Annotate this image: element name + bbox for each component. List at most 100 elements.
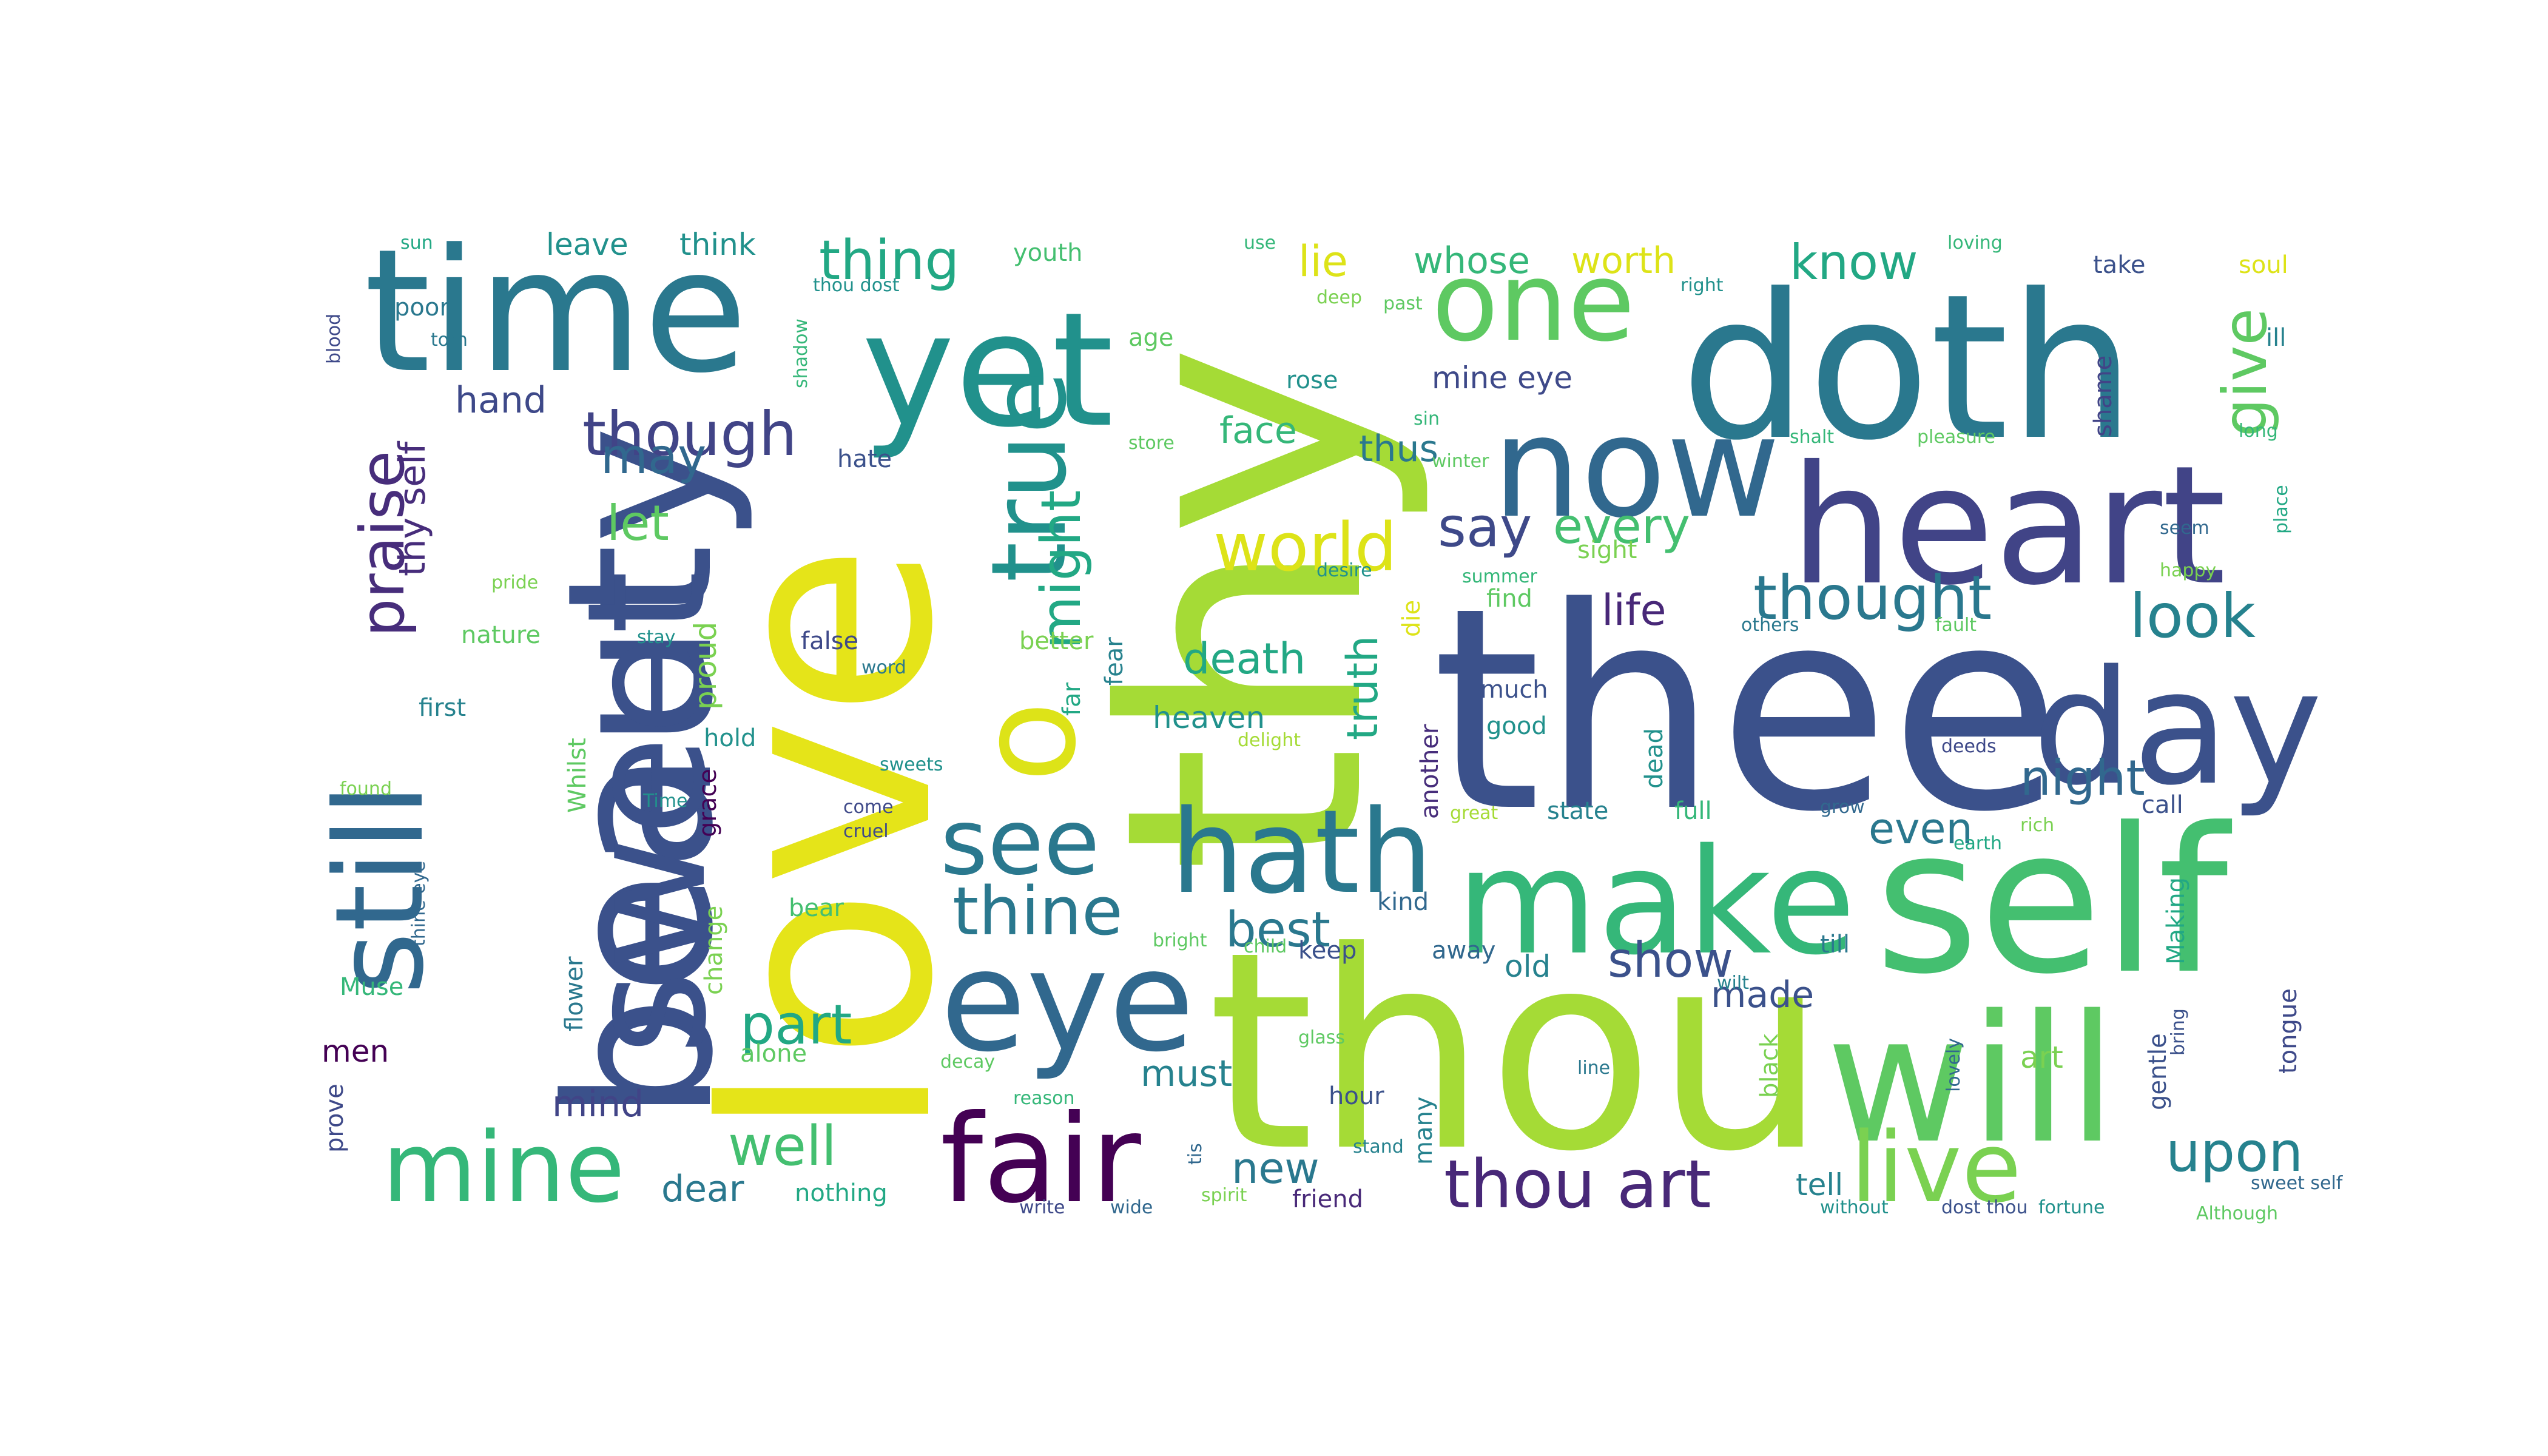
cloud-word: better: [1019, 627, 1094, 655]
cloud-word: much: [1480, 676, 1548, 704]
cloud-word: face: [1219, 410, 1297, 452]
cloud-word: proud: [688, 622, 723, 710]
cloud-word: come: [843, 797, 894, 818]
cloud-word: stay: [637, 627, 676, 648]
cloud-word: dead: [1640, 728, 1668, 789]
cloud-word: truth: [1338, 636, 1387, 740]
cloud-word: die: [1398, 600, 1426, 637]
cloud-word: beauty: [524, 425, 757, 1122]
cloud-word: rose: [1286, 366, 1338, 394]
cloud-word: one: [1432, 239, 1635, 366]
cloud-word: grow: [1820, 797, 1865, 818]
cloud-word: worth: [1571, 240, 1676, 282]
cloud-word: long: [2239, 420, 2278, 442]
cloud-word: hate: [837, 445, 892, 473]
cloud-word: find: [1486, 585, 1532, 613]
cloud-word: nothing: [795, 1179, 888, 1207]
cloud-word: right: [1680, 275, 1724, 296]
cloud-word: hath: [1171, 785, 1433, 919]
cloud-word: thought: [1753, 562, 1992, 633]
cloud-word: change: [700, 906, 728, 995]
cloud-word: use: [1244, 232, 1276, 254]
cloud-word: delight: [1238, 730, 1301, 751]
cloud-word: sweets: [880, 754, 943, 775]
cloud-word: sun: [400, 232, 433, 254]
cloud-word: art: [2020, 1040, 2063, 1075]
cloud-word: lie: [1298, 237, 1348, 286]
cloud-word: time: [364, 213, 748, 411]
cloud-word: show: [1608, 932, 1733, 988]
cloud-word: will: [1826, 978, 2117, 1182]
cloud-word: men: [322, 1034, 389, 1069]
cloud-word: shalt: [1790, 426, 1834, 448]
cloud-word: poor: [394, 294, 450, 322]
cloud-word: mine: [382, 1111, 625, 1224]
cloud-word: o: [950, 701, 1105, 783]
cloud-word: false: [801, 627, 858, 655]
cloud-word: heart: [1790, 430, 2226, 621]
cloud-word: day: [2032, 637, 2322, 820]
cloud-word: thou dost: [813, 275, 900, 296]
cloud-word: flower: [561, 956, 588, 1031]
cloud-word: shame: [2089, 356, 2117, 437]
cloud-word: sight: [1577, 536, 1637, 564]
cloud-word: stand: [1353, 1136, 1404, 1158]
cloud-word: write: [1019, 1197, 1065, 1218]
cloud-word: tongue: [2274, 988, 2302, 1074]
cloud-word: wide: [1110, 1197, 1153, 1218]
cloud-word: place: [2271, 485, 2292, 534]
cloud-word: fear: [1100, 637, 1128, 686]
cloud-word: eye: [940, 921, 1195, 1083]
cloud-word: alone: [740, 1040, 807, 1068]
cloud-word: think: [679, 227, 756, 262]
cloud-word: might: [1030, 490, 1093, 649]
cloud-word: grace: [694, 769, 722, 837]
cloud-word: new: [1232, 1144, 1320, 1193]
cloud-word: may: [601, 428, 706, 485]
cloud-word: word: [861, 657, 906, 678]
cloud-word: sweet self: [2251, 1173, 2344, 1194]
cloud-word: without: [1820, 1197, 1889, 1218]
cloud-word: loving: [1947, 232, 2003, 254]
cloud-word: sin: [1414, 408, 1440, 430]
cloud-word: call: [2142, 791, 2183, 819]
cloud-word: dear: [661, 1168, 744, 1210]
cloud-word: bright: [1153, 930, 1207, 951]
cloud-word: far: [1058, 682, 1086, 716]
cloud-word: first: [419, 694, 466, 722]
cloud-word: prove: [321, 1084, 349, 1153]
cloud-word: kind: [1377, 888, 1429, 916]
cloud-word: pride: [491, 572, 538, 593]
cloud-word: desire: [1316, 560, 1372, 581]
cloud-word: old: [1505, 949, 1551, 984]
cloud-word: every: [1553, 498, 1690, 554]
cloud-word: bear: [789, 894, 844, 922]
cloud-word: yet: [861, 279, 1114, 462]
cloud-word: look: [2129, 581, 2256, 652]
cloud-word: though: [582, 399, 797, 470]
cloud-word: heaven: [1153, 700, 1265, 735]
cloud-word: dost thou: [1941, 1197, 2027, 1218]
cloud-word: many: [1410, 1097, 1438, 1165]
cloud-word: part: [740, 993, 852, 1057]
cloud-word: hand: [455, 379, 547, 422]
cloud-word: thee: [1432, 548, 2061, 873]
cloud-word: thing: [819, 229, 960, 292]
cloud-word: best: [1225, 902, 1330, 958]
cloud-word: Making: [2162, 877, 2190, 965]
cloud-word: another: [1416, 724, 1444, 819]
cloud-word: torn: [431, 329, 468, 351]
cloud-word: Muse: [340, 973, 403, 1001]
cloud-word: great: [1450, 803, 1498, 824]
cloud-word: rich: [2020, 815, 2054, 836]
cloud-word: seem: [2160, 517, 2209, 539]
cloud-word: deep: [1316, 287, 1362, 308]
cloud-word: leave: [546, 227, 629, 262]
cloud-word: till: [1820, 931, 1850, 959]
cloud-word: pleasure: [1917, 426, 1995, 448]
cloud-word: take: [2093, 251, 2146, 279]
cloud-word: Although: [2196, 1203, 2278, 1224]
cloud-word: away: [1432, 937, 1495, 965]
cloud-word: gentle: [2144, 1033, 2172, 1110]
